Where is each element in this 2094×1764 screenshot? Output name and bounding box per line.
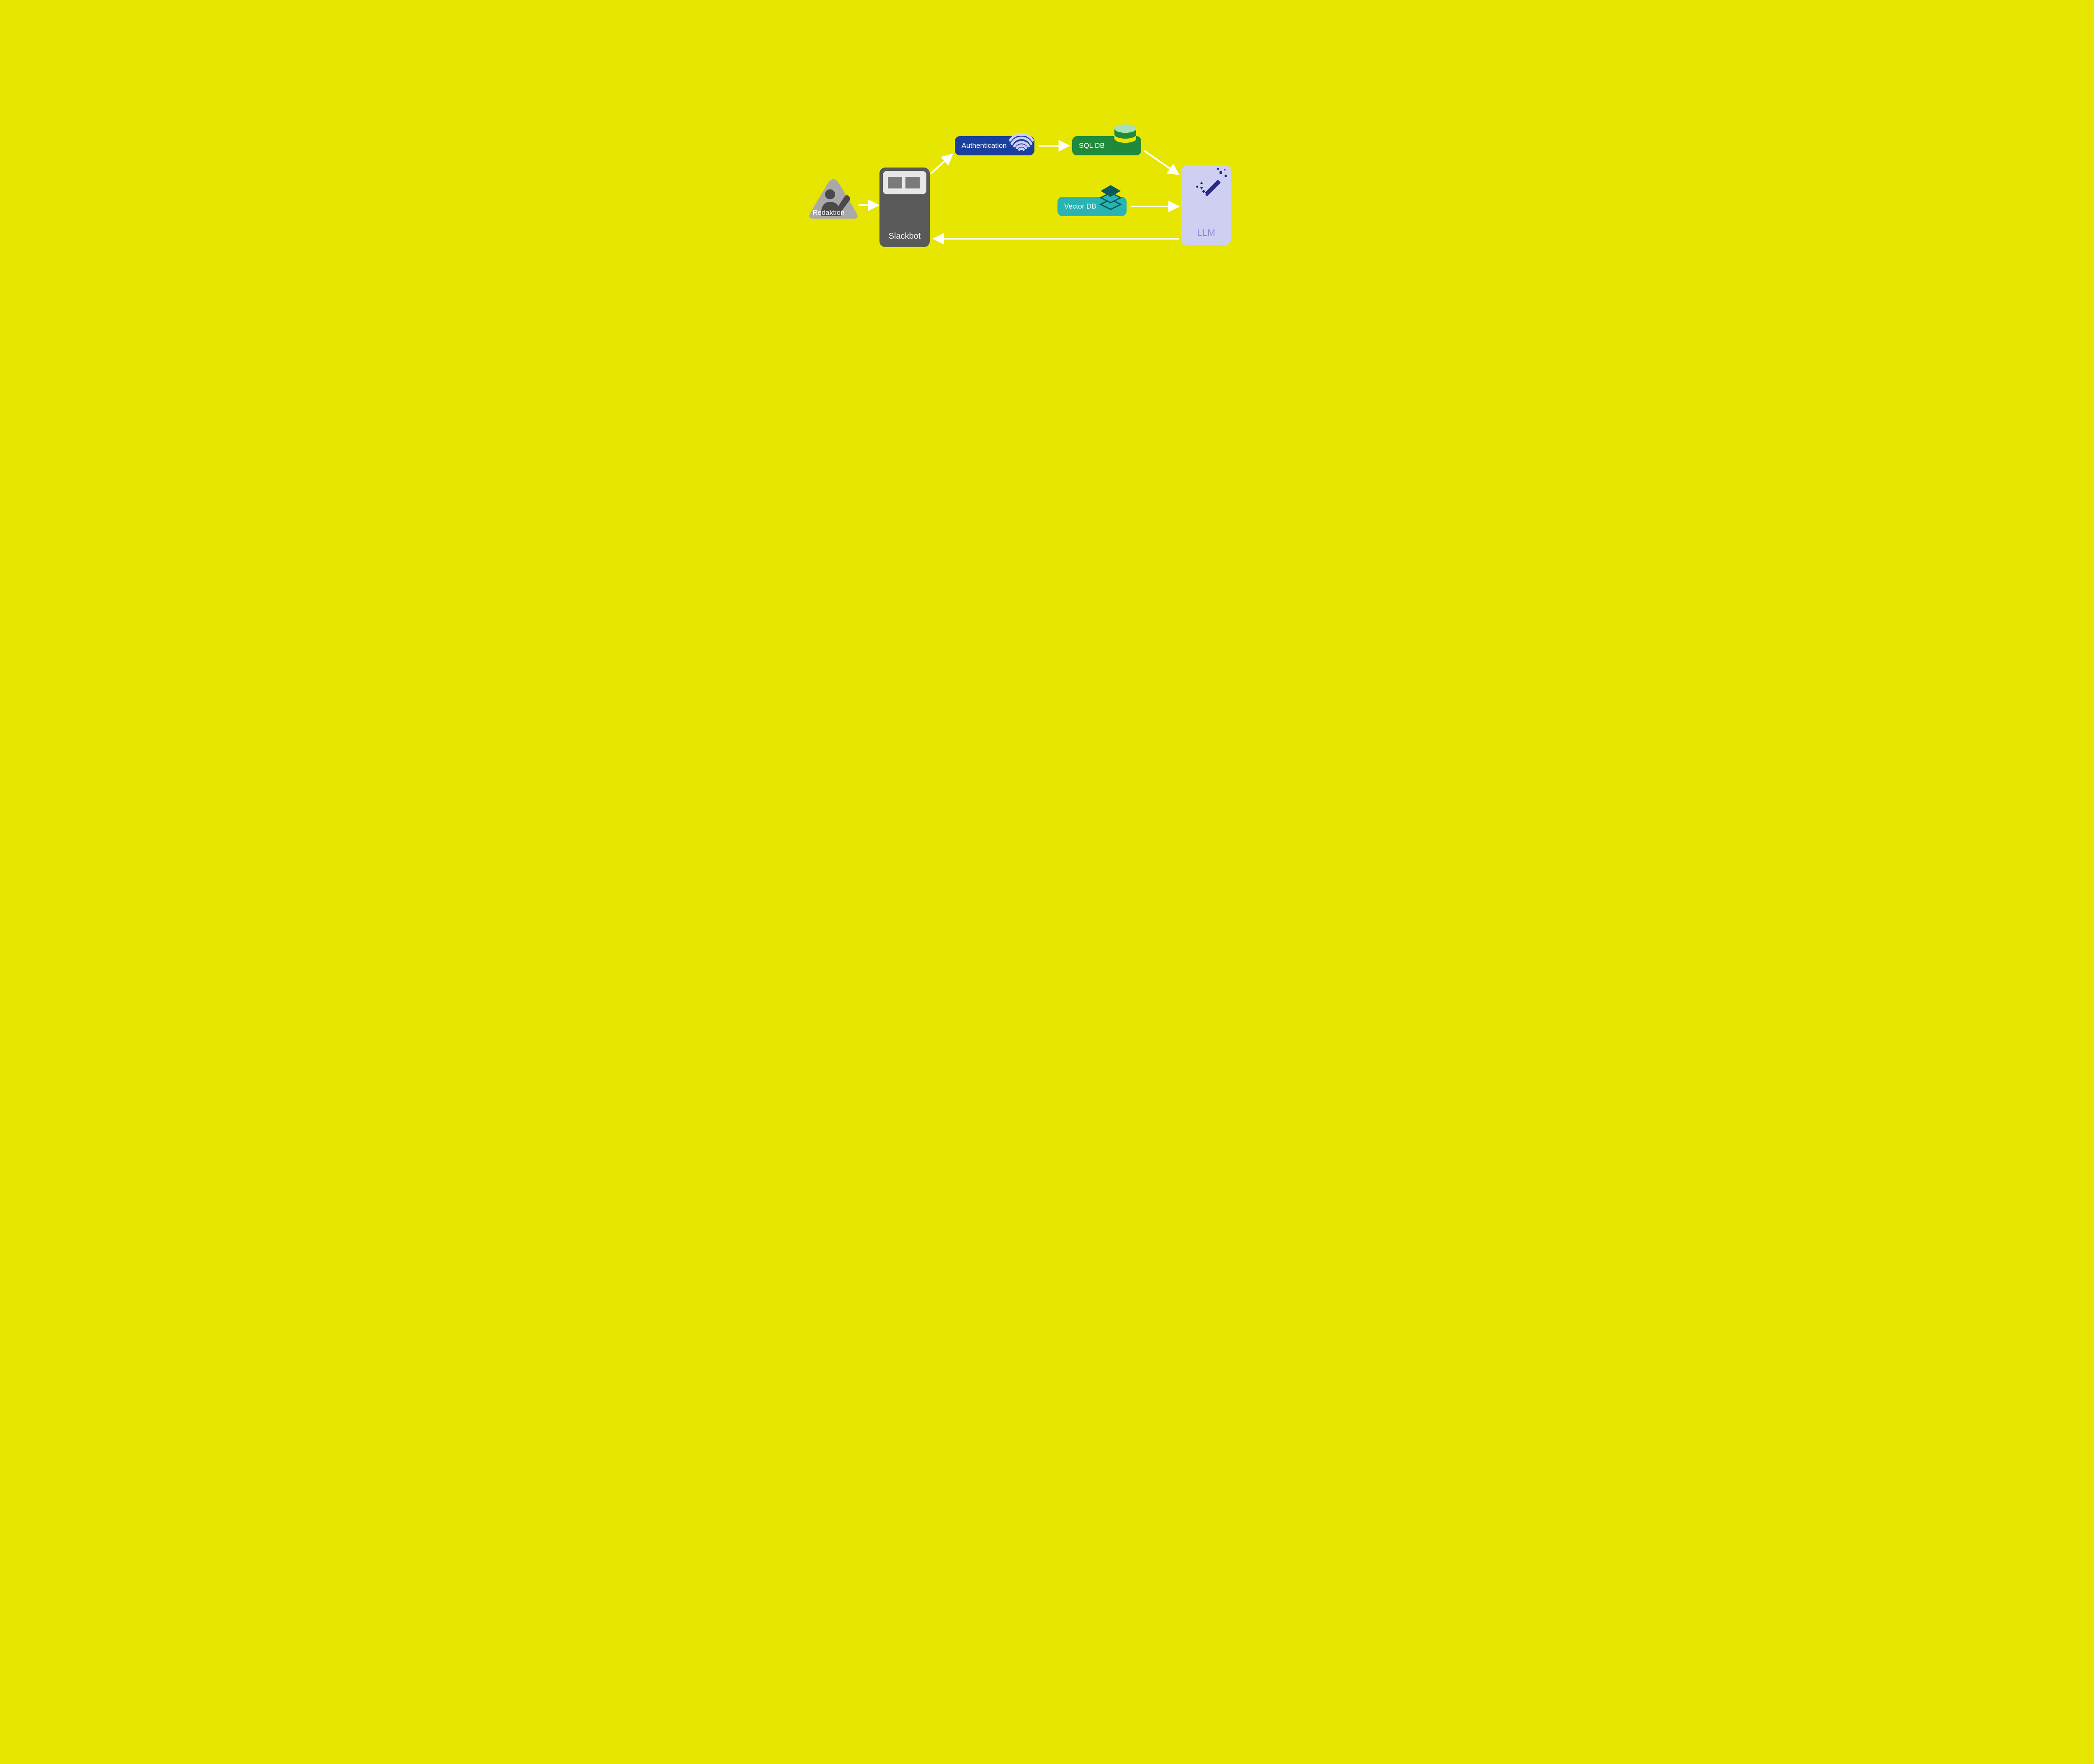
magic-wand-icon [1196,167,1230,201]
node-redaktion: Redaktion [808,176,859,222]
slackbot-top-icon [883,171,926,194]
person-head-icon [825,189,835,199]
fingerprint-icon [1006,122,1036,152]
node-sqldb: SQL DB [1072,136,1141,155]
node-vectordb: Vector DB [1057,197,1127,216]
node-authentication: Authentication [955,136,1034,155]
edge-sqldb-to-llm [1144,151,1178,174]
layers-icon [1097,182,1124,212]
node-authentication-label: Authentication [955,142,1007,150]
diagram-canvas: Redaktion Slackbot Authentication SQL DB [796,0,1298,394]
node-slackbot-label: Slackbot [879,232,930,241]
node-redaktion-label: Redaktion [812,209,845,217]
node-llm: LLM [1181,165,1231,245]
node-vectordb-label: Vector DB [1057,202,1096,211]
node-slackbot: Slackbot [879,168,930,247]
edge-slackbot-to-auth [931,155,952,174]
node-llm-label: LLM [1181,227,1231,238]
database-icon [1112,122,1139,151]
node-sqldb-label: SQL DB [1072,142,1105,150]
